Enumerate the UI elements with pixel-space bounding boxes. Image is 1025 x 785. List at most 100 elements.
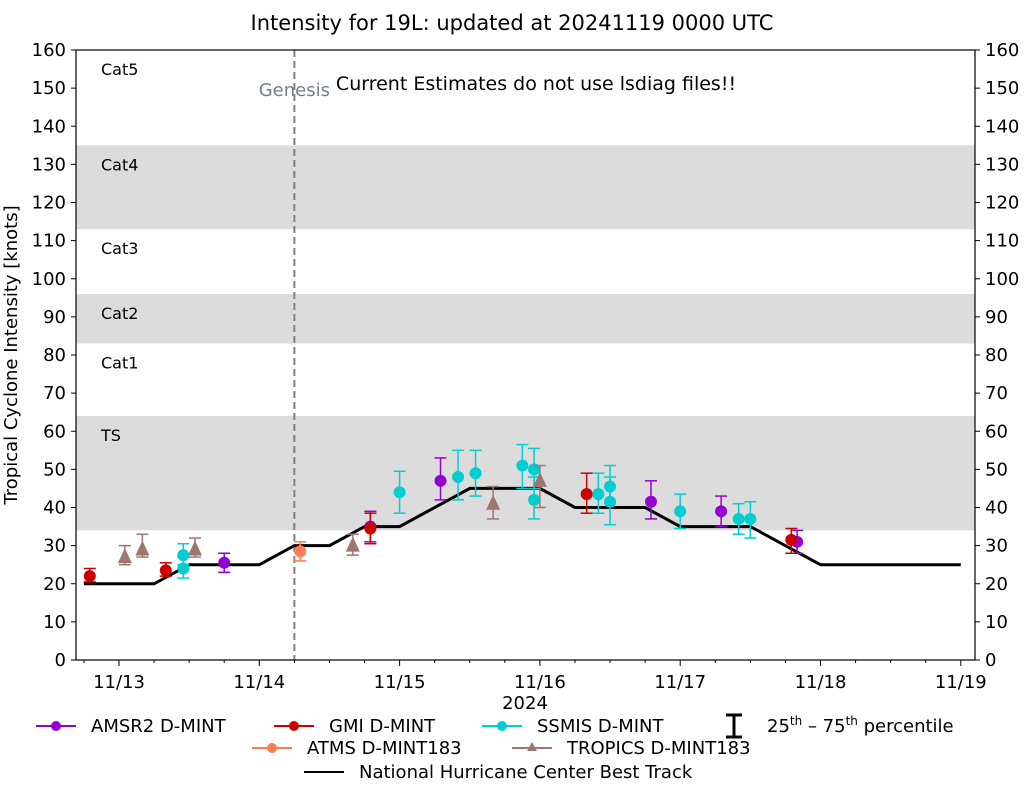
marker-triangle — [135, 540, 150, 556]
legend-text-part: 25 — [767, 716, 790, 737]
y-tick-label-left: 140 — [32, 116, 66, 137]
x-tick-label: 11/14 — [233, 672, 285, 693]
legend-text-part: – 75 — [802, 716, 845, 737]
data-point — [469, 449, 482, 497]
y-tick-label-right: 90 — [985, 307, 1008, 328]
y-tick-label-left: 50 — [43, 459, 66, 480]
axes: 0 0 10 10 20 20 30 30 40 40 50 50 60 60 70 70 80 80 90 90 10… — [32, 40, 1020, 693]
data-point — [452, 449, 465, 501]
y-tick-label-left: 0 — [55, 650, 66, 671]
data-point — [732, 502, 745, 535]
data-point — [644, 480, 657, 520]
data-point — [486, 485, 501, 520]
marker-circle — [732, 512, 745, 525]
marker-circle — [604, 495, 617, 508]
series-ssmis-d-mint — [177, 443, 757, 579]
y-tick-label-left: 160 — [32, 40, 66, 61]
legend-percentile: 25th – 75th percentile — [726, 713, 954, 739]
series-gmi-d-mint — [83, 472, 798, 583]
y-tick-label-right: 80 — [985, 345, 1008, 366]
y-tick-label-left: 40 — [43, 498, 66, 519]
y-tick-label-left: 110 — [32, 231, 66, 252]
y-tick-label-left: 60 — [43, 421, 66, 442]
legend-superscript: th — [790, 714, 802, 728]
y-tick-label-left: 70 — [43, 383, 66, 404]
y-tick-label-right: 120 — [985, 193, 1019, 214]
x-tick-label: 11/15 — [374, 672, 426, 693]
data-point — [434, 457, 447, 501]
data-point — [592, 472, 605, 514]
marker-triangle — [187, 540, 202, 556]
legend-atms: ATMS D-MINT183 — [252, 738, 462, 759]
y-tick-label-right: 40 — [985, 498, 1008, 519]
x-tick-label: 11/16 — [514, 672, 566, 693]
legend-marker-triangle — [527, 742, 537, 751]
x-axis-label: 2024 — [502, 693, 548, 714]
category-label-cat5: Cat5 — [101, 60, 138, 79]
marker-circle — [177, 549, 190, 562]
data-point — [516, 443, 529, 490]
x-tick-label: 11/19 — [935, 672, 987, 693]
legend-amsr2: AMSR2 D-MINT — [36, 716, 227, 737]
marker-circle — [83, 570, 96, 583]
marker-circle — [744, 512, 757, 525]
marker-circle — [452, 471, 465, 483]
marker-circle — [674, 505, 687, 518]
y-tick-label-left: 90 — [43, 307, 66, 328]
data-point — [159, 562, 172, 577]
y-tick-label-left: 100 — [32, 269, 66, 290]
x-tick-label: 11/18 — [795, 672, 847, 693]
y-tick-label-right: 30 — [985, 536, 1008, 557]
legend-text-part: percentile — [858, 716, 954, 737]
marker-triangle — [486, 494, 501, 510]
genesis-label: Genesis — [259, 80, 330, 101]
marker-triangle — [345, 536, 360, 552]
legend-best-track: National Hurricane Center Best Track — [304, 762, 693, 783]
marker-circle — [364, 522, 377, 535]
y-axis-label: Tropical Cyclone Intensity [knots] — [1, 205, 22, 505]
series-tropics-d-mint183 — [117, 464, 547, 566]
y-tick-label-left: 130 — [32, 154, 66, 175]
legend-superscript: th — [846, 714, 858, 728]
data-point — [528, 476, 541, 520]
data-point — [135, 533, 150, 558]
legend-label: GMI D-MINT — [329, 716, 436, 737]
y-tick-label-left: 10 — [43, 612, 66, 633]
category-label-cat4: Cat4 — [101, 155, 138, 174]
marker-circle — [644, 495, 657, 508]
data-point — [604, 476, 617, 526]
marker-circle — [592, 488, 605, 501]
marker-circle — [528, 493, 541, 506]
marker-circle — [580, 488, 593, 501]
x-tick-label: 11/17 — [654, 672, 706, 693]
y-tick-label-right: 50 — [985, 459, 1008, 480]
lsdiag-annotation: Current Estimates do not use lsdiag file… — [336, 73, 736, 95]
legend-marker-circle — [289, 721, 299, 731]
series-atms-d-mint183 — [294, 541, 307, 562]
data-point — [532, 464, 547, 509]
legend-gmi: GMI D-MINT — [274, 716, 436, 737]
data-point — [715, 495, 728, 528]
y-tick-label-left: 20 — [43, 574, 66, 595]
y-tick-label-right: 20 — [985, 574, 1008, 595]
legend-label: ATMS D-MINT183 — [307, 738, 462, 759]
marker-circle — [159, 564, 172, 577]
legend-label: TROPICS D-MINT183 — [566, 738, 751, 759]
y-tick-label-right: 140 — [985, 116, 1019, 137]
y-tick-label-left: 120 — [32, 193, 66, 214]
legend-marker-circle — [51, 721, 61, 731]
data-point — [218, 552, 231, 574]
data-point — [187, 537, 202, 558]
category-label-cat1: Cat1 — [101, 354, 138, 373]
band-cat2 — [76, 294, 975, 344]
marker-circle — [516, 459, 529, 472]
marker-circle — [218, 556, 231, 569]
data-point — [580, 472, 593, 514]
legend: AMSR2 D-MINT GMI D-MINT SSMIS D-MINT 25th –… — [36, 713, 954, 783]
data-point — [177, 542, 190, 566]
marker-circle — [469, 467, 482, 480]
category-label-cat3: Cat3 — [101, 239, 138, 258]
category-bands — [76, 145, 975, 531]
y-tick-label-right: 100 — [985, 269, 1019, 290]
